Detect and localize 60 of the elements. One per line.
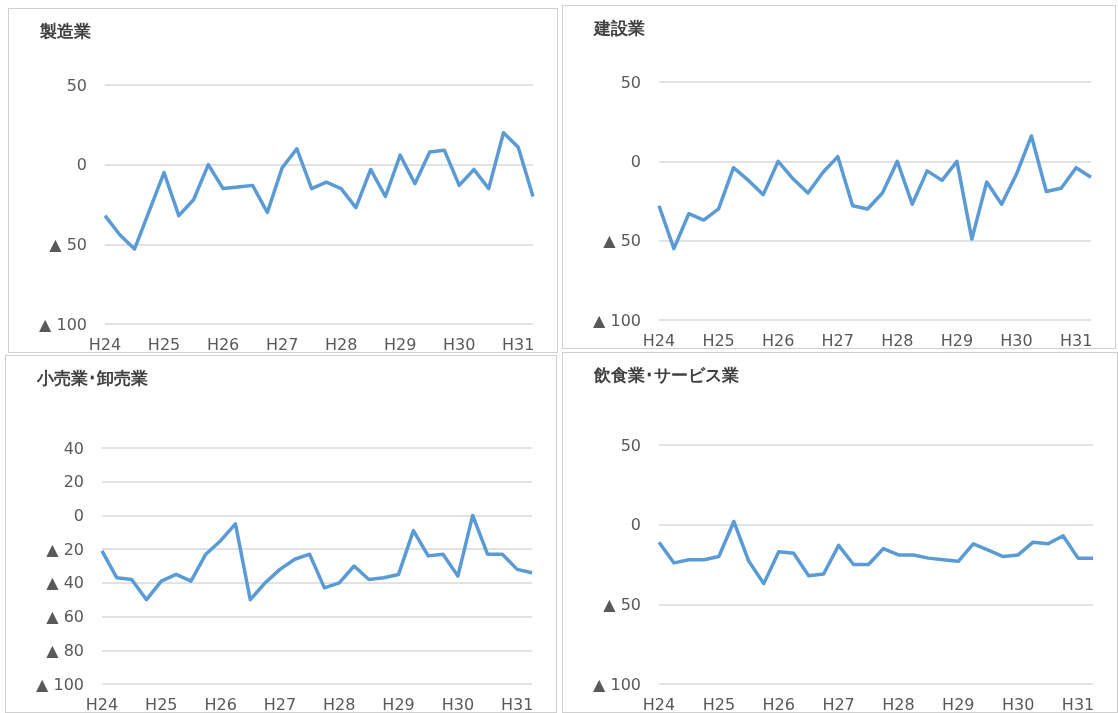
x-tick-label: H30 [1000, 330, 1033, 350]
x-tick-label: H30 [443, 334, 476, 354]
y-tick-label: ▲ 100 [36, 674, 84, 694]
x-tick-label: H31 [502, 334, 535, 354]
y-tick-label: ▲ 40 [46, 573, 84, 593]
x-tick-label: H24 [642, 694, 676, 713]
line-series [103, 131, 535, 251]
y-tick-label: 0 [630, 151, 641, 171]
x-tick-label: H28 [882, 694, 915, 713]
x-tick-label: H27 [822, 694, 855, 713]
x-tick-label: H25 [147, 334, 181, 354]
y-tick-label: 20 [63, 472, 84, 492]
x-tick-label: H26 [206, 334, 240, 354]
x-tick-label: H29 [383, 334, 417, 354]
x-tick-label: H28 [323, 694, 356, 713]
y-tick-label: ▲ 80 [46, 640, 84, 660]
x-tick-label: H25 [702, 330, 735, 350]
y-tick-label: 0 [76, 155, 87, 175]
x-tick-label: H30 [1001, 694, 1035, 713]
x-tick-label: H27 [265, 334, 299, 354]
chart-title: 小売業･卸売業 [36, 367, 148, 388]
y-tick-label: ▲ 20 [46, 539, 84, 559]
chart-title: 建設業 [592, 17, 645, 38]
y-tick-label: 0 [630, 515, 641, 535]
y-tick-label: ▲ 100 [593, 310, 641, 330]
line-series [657, 134, 1093, 251]
x-tick-label: H31 [500, 694, 534, 713]
x-tick-label: H31 [1059, 330, 1093, 350]
x-tick-label: H29 [942, 694, 975, 713]
x-tick-label: H26 [762, 694, 795, 713]
x-tick-label: H24 [88, 334, 122, 354]
line-series [657, 519, 1095, 586]
chart-title: 飲食業･サービス業 [593, 364, 739, 385]
y-tick-label: ▲ 50 [603, 231, 641, 251]
x-tick-label: H24 [85, 694, 119, 713]
line-series [100, 513, 534, 602]
y-tick-label: ▲ 50 [603, 594, 641, 614]
y-tick-label: ▲ 60 [46, 607, 84, 627]
x-tick-label: H29 [382, 694, 415, 713]
x-tick-label: H27 [263, 694, 297, 713]
x-tick-label: H29 [940, 330, 974, 350]
y-tick-label: ▲ 100 [593, 674, 641, 694]
x-tick-label: H30 [441, 694, 475, 713]
y-tick-label: 50 [620, 72, 641, 92]
y-tick-label: 40 [63, 438, 84, 458]
y-tick-label: 50 [620, 435, 641, 455]
x-tick-label: H27 [821, 330, 854, 350]
x-tick-label: H24 [642, 330, 676, 350]
x-tick-label: H25 [702, 694, 736, 713]
x-tick-label: H25 [145, 694, 178, 713]
y-tick-label: 50 [66, 75, 87, 95]
y-tick-label: ▲ 50 [49, 234, 87, 254]
x-tick-label: H31 [1061, 694, 1095, 713]
x-tick-label: H26 [761, 330, 795, 350]
y-tick-label: ▲ 100 [39, 314, 87, 334]
y-tick-label: 0 [73, 505, 84, 525]
x-tick-label: H28 [324, 334, 358, 354]
x-tick-label: H26 [204, 694, 237, 713]
x-tick-label: H28 [881, 330, 914, 350]
chart-title: 製造業 [39, 20, 91, 41]
